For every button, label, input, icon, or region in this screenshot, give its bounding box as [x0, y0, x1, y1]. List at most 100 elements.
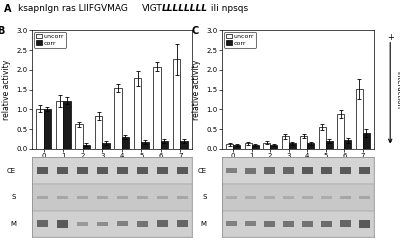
Bar — [76, 167, 88, 174]
Bar — [76, 196, 88, 199]
Bar — [36, 108, 44, 149]
X-axis label: # Leu residues added: # Leu residues added — [256, 165, 340, 174]
Bar — [36, 167, 48, 174]
Bar — [226, 168, 237, 173]
Bar — [302, 221, 313, 227]
Bar — [95, 116, 102, 149]
Bar — [337, 114, 344, 149]
Bar — [156, 220, 168, 227]
Bar — [156, 196, 168, 199]
Legend: uncorr, corr: uncorr, corr — [34, 32, 66, 48]
Bar — [173, 60, 180, 149]
Bar — [264, 196, 275, 198]
Bar — [226, 196, 237, 198]
Bar — [245, 221, 256, 227]
Bar — [222, 184, 374, 211]
Text: -: - — [389, 137, 392, 146]
Bar — [359, 196, 370, 199]
Bar — [302, 167, 313, 174]
Text: C: C — [192, 25, 199, 36]
Bar — [363, 133, 370, 149]
Bar — [156, 167, 168, 174]
Bar — [56, 220, 68, 227]
Bar — [56, 196, 68, 199]
Bar — [300, 136, 307, 149]
Bar — [56, 167, 68, 174]
Bar — [222, 211, 374, 237]
Bar — [326, 141, 333, 149]
Bar — [134, 78, 141, 149]
Text: LLLLLLLL: LLLLLLLL — [162, 4, 208, 13]
Bar — [136, 221, 148, 227]
Bar — [307, 143, 314, 149]
Bar — [122, 137, 129, 149]
Text: B: B — [0, 25, 4, 36]
Bar — [340, 220, 351, 227]
Text: M: M — [201, 221, 207, 227]
Bar — [36, 220, 48, 227]
Bar — [141, 142, 149, 149]
Bar — [359, 220, 370, 227]
Bar — [222, 157, 374, 184]
Bar — [116, 221, 128, 227]
Bar — [283, 221, 294, 227]
Bar — [83, 145, 90, 149]
Bar — [176, 220, 188, 227]
Text: ksapnlgn ras LIIFGVMAG: ksapnlgn ras LIIFGVMAG — [18, 4, 128, 13]
Bar — [252, 145, 259, 149]
Bar — [264, 221, 275, 227]
Text: VIGT: VIGT — [142, 4, 163, 13]
Bar — [283, 167, 294, 174]
Bar — [44, 109, 51, 149]
Bar — [245, 196, 256, 198]
Bar — [226, 221, 237, 227]
Bar — [283, 196, 294, 198]
Bar — [63, 101, 71, 149]
Bar — [32, 211, 192, 237]
Bar — [96, 222, 108, 226]
Text: ili npsqs: ili npsqs — [208, 4, 248, 13]
Bar — [116, 196, 128, 199]
Bar — [75, 124, 83, 149]
Bar — [96, 196, 108, 199]
X-axis label: # Leu residues added: # Leu residues added — [70, 165, 154, 174]
Bar — [56, 101, 63, 149]
Bar — [176, 196, 188, 199]
Bar — [321, 196, 332, 198]
Bar — [96, 167, 108, 174]
Bar — [161, 141, 168, 149]
Bar — [180, 141, 188, 149]
Bar — [340, 196, 351, 199]
Bar — [340, 167, 351, 174]
Bar — [282, 136, 289, 149]
Text: M: M — [10, 221, 16, 227]
Bar — [36, 196, 48, 199]
Bar — [136, 167, 148, 174]
Text: S: S — [202, 194, 207, 200]
Bar — [153, 67, 161, 149]
Y-axis label: relative activity: relative activity — [192, 60, 201, 120]
Y-axis label: relative activity: relative activity — [2, 60, 11, 120]
Text: CE: CE — [7, 168, 16, 174]
Bar — [289, 143, 296, 149]
Bar — [359, 167, 370, 174]
Bar — [32, 184, 192, 211]
Bar — [32, 157, 192, 184]
Bar — [356, 89, 363, 149]
Bar — [233, 145, 240, 149]
Bar — [114, 88, 122, 149]
Bar — [226, 144, 233, 149]
Text: A: A — [4, 4, 12, 14]
Bar — [102, 143, 110, 149]
Bar — [344, 140, 351, 149]
Bar — [116, 167, 128, 174]
Bar — [136, 196, 148, 199]
Bar — [264, 167, 275, 174]
Bar — [263, 143, 270, 149]
Bar — [76, 222, 88, 226]
Text: +: + — [387, 33, 394, 42]
Bar — [321, 221, 332, 227]
Bar — [245, 168, 256, 174]
Bar — [245, 143, 252, 149]
Bar — [176, 167, 188, 174]
